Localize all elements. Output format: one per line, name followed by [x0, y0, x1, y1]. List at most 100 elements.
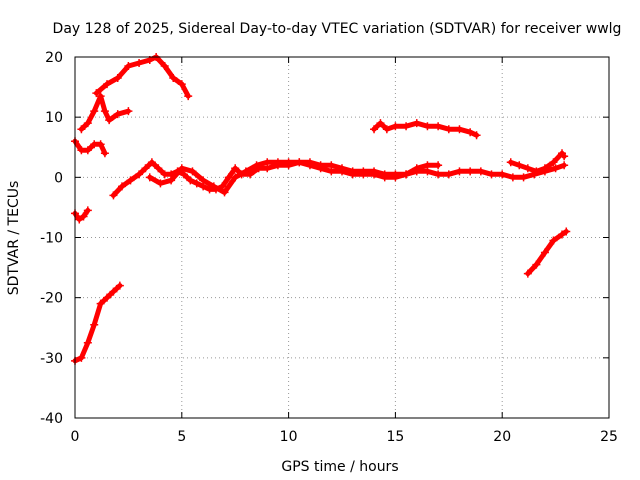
data-point [231, 173, 240, 182]
data-point [391, 173, 400, 182]
marks [71, 53, 571, 365]
data-point [412, 119, 421, 128]
data-point [220, 188, 229, 197]
y-tick-label: 20 [45, 50, 63, 66]
data-point [184, 92, 193, 101]
data-point [370, 125, 379, 134]
y-tick-label: -30 [40, 351, 63, 367]
data-point [434, 122, 443, 131]
data-point [145, 173, 154, 182]
series-line [72, 207, 91, 222]
data-point [179, 170, 188, 179]
data-point [348, 170, 357, 179]
data-point [376, 119, 385, 128]
data-point [382, 125, 391, 134]
data-point [402, 122, 411, 131]
data-point [96, 140, 105, 149]
data-point [523, 164, 532, 173]
data-point [169, 74, 178, 83]
data-point [380, 173, 389, 182]
data-point [126, 176, 135, 185]
data-point [532, 260, 541, 269]
data-point [186, 176, 195, 185]
data-point [75, 215, 84, 224]
data-point [444, 125, 453, 134]
data-point [252, 161, 261, 170]
data-point [160, 62, 169, 71]
data-point [476, 167, 485, 176]
data-point [113, 110, 122, 119]
data-point [560, 152, 569, 161]
data-point [434, 161, 443, 170]
x-tick-label: 25 [600, 429, 618, 445]
data-point [192, 179, 201, 188]
data-point [562, 227, 571, 236]
ticks: 0 5 10 15 20 25 -40 -30 -20 -10 0 10 20 [40, 50, 618, 445]
data-point [188, 167, 197, 176]
data-point [199, 176, 208, 185]
data-point [549, 158, 558, 167]
y-tick-label: 0 [54, 170, 63, 186]
data-point [455, 125, 464, 134]
series-line [72, 283, 123, 364]
data-point [472, 131, 481, 140]
y-tick-label: -10 [40, 231, 63, 247]
data-point [135, 59, 144, 68]
data-point [549, 236, 558, 245]
data-point [241, 167, 250, 176]
data-point [487, 170, 496, 179]
data-point [263, 158, 272, 167]
data-point [177, 164, 186, 173]
data-point [156, 179, 165, 188]
plot-frame [74, 56, 610, 419]
data-point [515, 161, 524, 170]
data-point [273, 158, 282, 167]
x-axis-label: GPS time / hours [281, 459, 398, 475]
data-point [523, 269, 532, 278]
data-point [370, 170, 379, 179]
chart-title: Day 128 of 2025, Sidereal Day-to-day VTE… [53, 21, 622, 37]
data-point [434, 170, 443, 179]
data-point [466, 167, 475, 176]
y-axis-label: SDTVAR / TECUs [6, 181, 22, 296]
data-point [90, 320, 99, 329]
data-point [305, 161, 314, 170]
data-point [532, 167, 541, 176]
data-point [83, 119, 92, 128]
data-point [506, 158, 515, 167]
data-point [519, 173, 528, 182]
data-point [79, 212, 88, 221]
data-point [135, 170, 144, 179]
data-point [105, 116, 114, 125]
data-point [117, 182, 126, 191]
data-point [109, 191, 118, 200]
y-tick-label: -40 [40, 411, 63, 427]
data-point [147, 158, 156, 167]
data-point [402, 170, 411, 179]
data-point [316, 164, 325, 173]
data-point [83, 146, 92, 155]
data-point [96, 92, 105, 101]
data-point [113, 74, 122, 83]
data-point [423, 122, 432, 131]
x-tick-label: 5 [177, 429, 186, 445]
data-point [560, 161, 569, 170]
data-point [540, 248, 549, 257]
data-point [83, 338, 92, 347]
data-point [109, 287, 118, 296]
data-point [83, 206, 92, 215]
data-point [100, 107, 109, 116]
data-point [359, 170, 368, 179]
data-point [295, 158, 304, 167]
data-point [466, 128, 475, 137]
data-point [231, 164, 240, 173]
x-tick-label: 20 [493, 429, 511, 445]
data-point [77, 353, 86, 362]
y-tick-label: 10 [45, 110, 63, 126]
data-point [177, 80, 186, 89]
data-point [412, 164, 421, 173]
series-line [78, 93, 131, 132]
data-point [558, 230, 567, 239]
data-point [209, 182, 218, 191]
